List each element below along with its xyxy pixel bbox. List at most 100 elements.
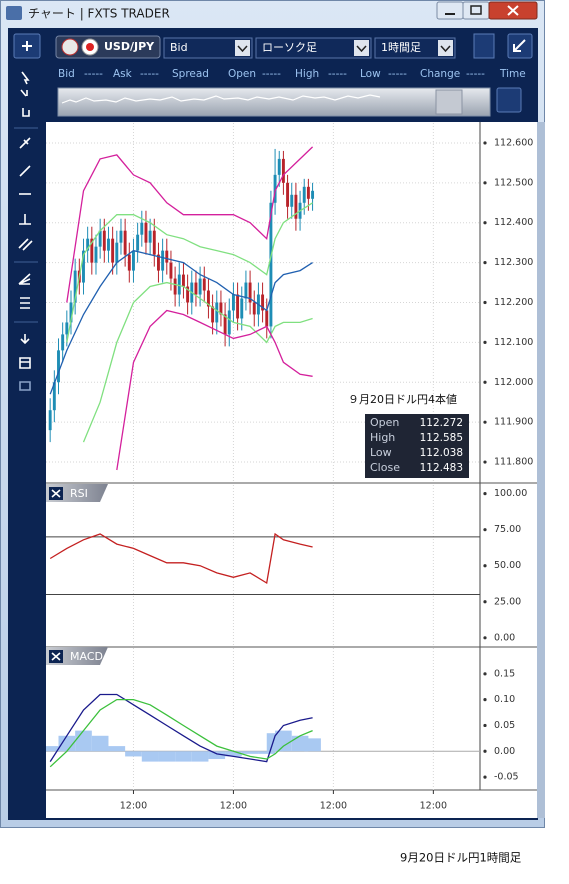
jp-flag-dot xyxy=(86,43,94,51)
indicator-line xyxy=(49,693,313,763)
style-label: ローソク足 xyxy=(262,41,317,54)
hand-tool[interactable] xyxy=(22,108,30,117)
pair-selector[interactable] xyxy=(55,35,161,59)
navigator[interactable] xyxy=(57,87,491,117)
indicator-line xyxy=(66,146,314,303)
candle-body xyxy=(223,314,227,335)
y-tick-mark xyxy=(483,723,487,728)
pair-label: USD/JPY xyxy=(104,40,155,53)
candle-body xyxy=(48,410,52,431)
channel-tool[interactable] xyxy=(18,238,33,251)
y-tick-mark xyxy=(483,141,487,145)
y-tick-label: 75.00 xyxy=(494,524,521,535)
candle-body xyxy=(286,182,290,207)
histogram-bar xyxy=(275,730,292,752)
plot-area xyxy=(46,693,321,768)
timeframe-dropdown[interactable] xyxy=(374,37,456,59)
fib-tool[interactable] xyxy=(20,297,30,309)
quote-field: ----- xyxy=(262,68,281,80)
panel: -0.05 0.00 0.05 0.10 0.15 12:00 12:00 12:00 12:0… xyxy=(46,647,519,812)
ohlc-label: Close xyxy=(370,461,400,474)
close-glyph xyxy=(51,489,61,498)
quote-field: Bid xyxy=(58,68,75,80)
vline-tool[interactable] xyxy=(19,214,31,225)
candle-body xyxy=(261,294,265,311)
candle-body xyxy=(273,174,277,203)
arrow-glyph xyxy=(440,45,451,53)
histogram-bar xyxy=(125,751,142,757)
candle-body xyxy=(231,294,235,311)
candle-body xyxy=(94,246,98,263)
download-tool[interactable] xyxy=(20,334,30,345)
histogram-bar xyxy=(304,738,321,752)
quote-field: ----- xyxy=(388,68,407,80)
plot-area xyxy=(48,146,315,471)
y-tick-mark xyxy=(483,460,487,464)
indicator-line xyxy=(49,532,313,585)
candle-body xyxy=(136,234,140,251)
ohlc-label: Low xyxy=(370,446,392,459)
histogram-bar xyxy=(75,730,92,752)
candle-body xyxy=(140,222,144,235)
candle-body xyxy=(61,334,65,351)
quote-field: ----- xyxy=(140,68,159,80)
navigator-trace xyxy=(61,94,381,104)
indicator-line xyxy=(82,281,313,443)
panel-toggle[interactable] xyxy=(473,33,495,59)
add-glyph xyxy=(22,41,32,51)
quote-field: High xyxy=(295,68,319,80)
x-tick-label: 12:00 xyxy=(320,801,347,812)
trend-tool[interactable] xyxy=(19,137,31,149)
ohlc-value: 112.483 xyxy=(420,462,463,474)
side-dropdown[interactable] xyxy=(163,37,253,59)
histogram-bar xyxy=(191,751,209,762)
pointer-tool[interactable] xyxy=(21,71,30,85)
navigator-handle[interactable] xyxy=(435,89,463,115)
list-tool[interactable] xyxy=(19,357,31,369)
fan-tool[interactable] xyxy=(18,273,31,285)
y-tick-label: 0.15 xyxy=(494,668,515,679)
quote-field: Time xyxy=(499,68,526,80)
y-tick-label: 112.500 xyxy=(494,177,533,188)
y-tick-label: 0.00 xyxy=(494,632,515,643)
candle-body xyxy=(181,274,185,287)
candle-body xyxy=(227,310,231,335)
candle-body xyxy=(198,278,202,295)
y-tick-mark xyxy=(483,775,487,779)
style-dropdown[interactable] xyxy=(255,37,372,59)
candle-body xyxy=(102,230,106,251)
candle-body xyxy=(156,254,160,271)
zoom-button[interactable] xyxy=(496,87,522,113)
cross-tool[interactable] xyxy=(20,89,28,97)
y-tick-label: 112.200 xyxy=(494,297,533,308)
candle-body xyxy=(161,250,165,271)
candle-body xyxy=(186,286,190,303)
candle-body xyxy=(111,238,115,263)
maximize-button[interactable] xyxy=(462,1,490,20)
candle-body xyxy=(148,230,152,243)
y-tick-label: 112.400 xyxy=(494,217,533,228)
candle-body xyxy=(82,250,85,283)
y-tick-mark xyxy=(483,221,487,225)
detach-glyph xyxy=(513,39,526,52)
candle-body xyxy=(248,282,252,303)
line-tool[interactable] xyxy=(19,165,31,177)
y-tick-mark xyxy=(483,636,487,640)
y-tick-mark xyxy=(483,300,487,305)
candle-body xyxy=(73,270,77,303)
y-tick-mark xyxy=(483,749,487,753)
scrollbar[interactable] xyxy=(537,122,545,818)
candle-body xyxy=(119,230,123,243)
quote-field: Open xyxy=(228,68,256,80)
histogram-bar xyxy=(158,751,176,762)
window-title: チャート | FXTS TRADER xyxy=(28,7,170,21)
camera-tool[interactable] xyxy=(19,381,31,391)
histogram-bar xyxy=(46,746,59,752)
candle-body xyxy=(123,230,127,255)
minimize-button[interactable] xyxy=(436,1,464,20)
y-tick-mark xyxy=(483,564,487,568)
quote-field: Spread xyxy=(172,68,209,80)
candle-body xyxy=(306,186,310,199)
